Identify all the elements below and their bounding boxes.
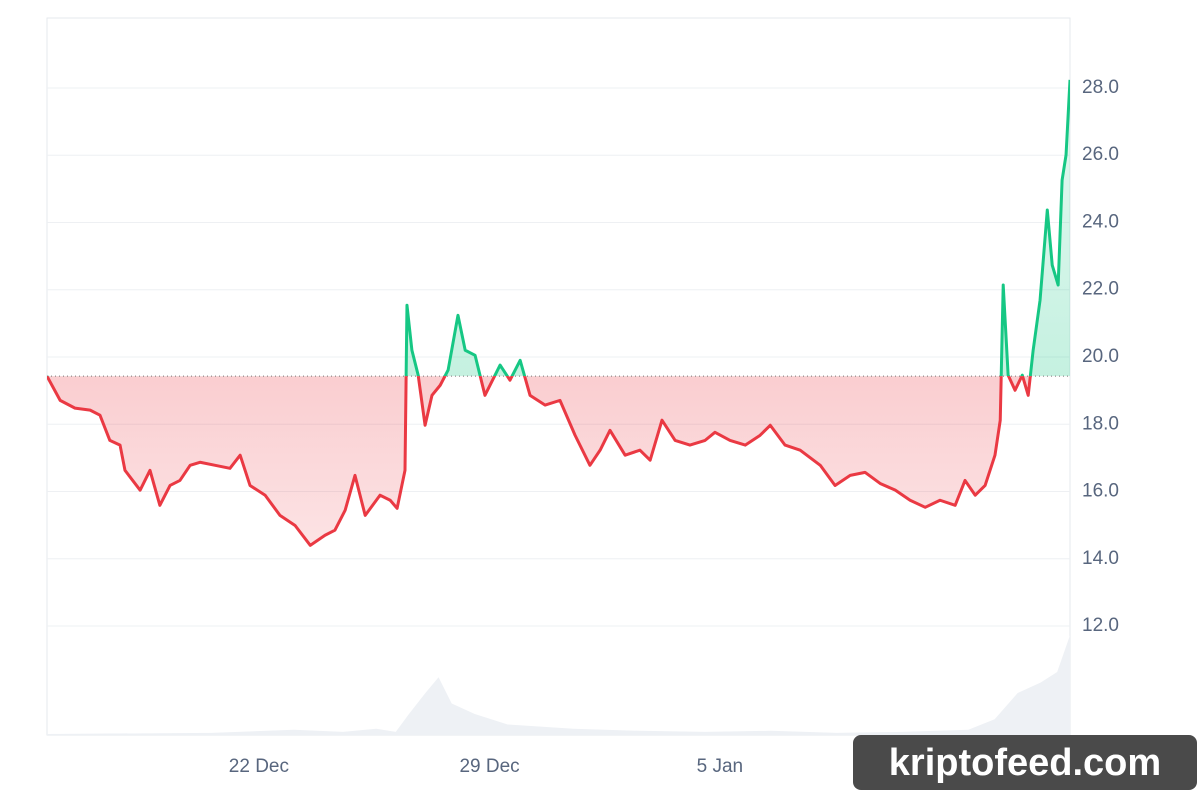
- y-tick-label: 26.0: [1082, 144, 1119, 165]
- y-tick-label: 22.0: [1082, 279, 1119, 300]
- watermark-box: [853, 735, 1197, 790]
- y-tick-label: 16.0: [1082, 481, 1119, 502]
- x-tick-label: 22 Dec: [229, 756, 289, 777]
- x-tick-label: 5 Jan: [697, 756, 743, 777]
- x-tick-label: 29 Dec: [459, 756, 519, 777]
- price-line-down: [47, 376, 1032, 547]
- volume-area: [47, 635, 1070, 735]
- y-tick-label: 24.0: [1082, 211, 1119, 232]
- y-tick-label: 28.0: [1082, 77, 1119, 98]
- y-tick-label: 14.0: [1082, 548, 1119, 569]
- y-tick-label: 12.0: [1082, 615, 1119, 636]
- area-up: [406, 79, 1070, 377]
- area-down: [47, 376, 1070, 546]
- watermark: kriptofeed.com: [889, 742, 1161, 784]
- y-tick-label: 20.0: [1082, 346, 1119, 367]
- y-tick-label: 18.0: [1082, 413, 1119, 434]
